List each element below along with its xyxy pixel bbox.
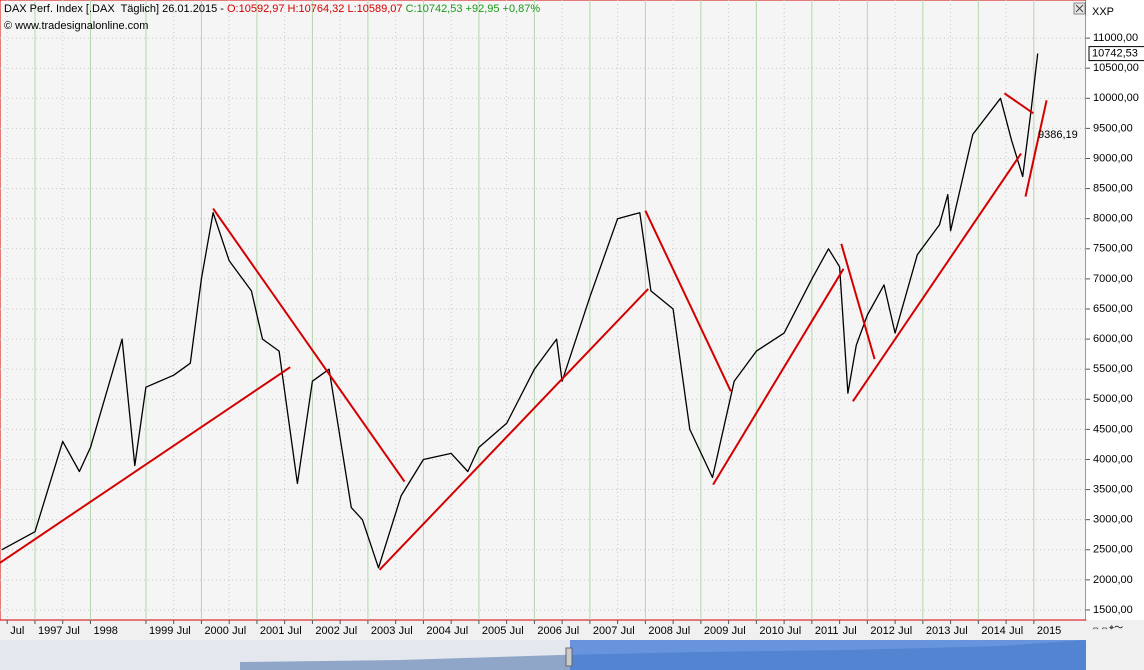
x-tick-label: 2007 — [593, 625, 617, 637]
x-tick-label: Jul — [898, 625, 912, 637]
y-tick-label: 4500,00 — [1093, 423, 1133, 435]
x-tick-label: Jul — [10, 625, 24, 637]
x-tick-label: 2011 — [815, 625, 839, 637]
y-tick-label: 11000,00 — [1093, 32, 1138, 44]
source: © www.tradesignalonline.com — [4, 20, 149, 32]
x-tick-label: Jul — [732, 625, 746, 637]
header: DAX Perf. Index [.DAX Täglich] 26.01.201… — [4, 3, 540, 15]
x-tick-label: Jul — [843, 625, 857, 637]
x-tick-label: 2005 — [482, 625, 506, 637]
x-tick-label: 1999 — [149, 625, 173, 637]
x-tick-label: Jul — [288, 625, 302, 637]
x-tick-label: 2002 — [315, 625, 339, 637]
x-tick-label: Jul — [565, 625, 579, 637]
x-tick-label: Jul — [676, 625, 690, 637]
y-tick-label: 3500,00 — [1093, 483, 1133, 495]
trendline — [212, 208, 406, 483]
y-tick-label: 10000,00 — [1093, 92, 1139, 104]
y-tick-label: 9000,00 — [1093, 152, 1133, 164]
y-tick-label: 7500,00 — [1093, 243, 1133, 255]
x-tick-label: 2015 — [1037, 625, 1061, 637]
x-tick-label: Jul — [1009, 625, 1023, 637]
y-tick-label: 5500,00 — [1093, 363, 1133, 375]
y-tick-label: 6500,00 — [1093, 303, 1133, 315]
x-tick-label: 1998 — [93, 625, 117, 637]
x-tick-label: 2000 — [204, 625, 228, 637]
x-tick-label: Jul — [66, 625, 80, 637]
last-price-label: 10742,53 — [1092, 48, 1138, 60]
y-tick-label: 8500,00 — [1093, 182, 1133, 194]
y-tick-label: 2500,00 — [1093, 544, 1133, 556]
x-tick-label: Jul — [454, 625, 468, 637]
annotation: 9386,19 — [1038, 129, 1078, 141]
change: C:10742,53 +92,95 +0,87% — [405, 3, 541, 15]
x-tick-label: 2010 — [759, 625, 783, 637]
title: DAX Perf. Index [.DAX Täglich] 26.01.201… — [4, 3, 224, 15]
y-tick-label: 9500,00 — [1093, 122, 1133, 134]
x-tick-label: 2008 — [648, 625, 672, 637]
x-tick-label: 1997 — [38, 625, 62, 637]
axis-area — [1086, 0, 1144, 620]
x-tick-label: Jul — [510, 625, 524, 637]
last-price-box — [1088, 46, 1144, 62]
x-tick-label: Jul — [954, 625, 968, 637]
y-tick-label: 6000,00 — [1093, 333, 1133, 345]
navigator-window[interactable] — [570, 640, 1086, 670]
x-tick-label: Jul — [232, 625, 246, 637]
x-tick-label: 2013 — [926, 625, 950, 637]
navigator-handle[interactable] — [565, 647, 573, 667]
x-tick-label: Jul — [399, 625, 413, 637]
y-tick-label: 10500,00 — [1093, 62, 1139, 74]
trendline — [840, 243, 876, 360]
x-tick-label: Jul — [787, 625, 801, 637]
x-tick-label: 2014 — [981, 625, 1005, 637]
price-line — [1, 53, 1039, 569]
y-tick-label: 4000,00 — [1093, 453, 1133, 465]
y-tick-label: 3000,00 — [1093, 514, 1133, 526]
x-tick-label: 2009 — [704, 625, 728, 637]
trendline — [0, 366, 291, 564]
y-tick-label: 7000,00 — [1093, 273, 1133, 285]
y-tick-label: 5000,00 — [1093, 393, 1133, 405]
scroll-icons[interactable]: ⇔⇔⌖〜 — [1091, 622, 1123, 632]
ohlc: O:10592,97 H:10764,32 L:10589,07 — [226, 3, 403, 15]
plot-area — [0, 0, 1087, 621]
x-tick-label: Jul — [343, 625, 357, 637]
trendline — [712, 268, 845, 486]
close-icon — [1075, 4, 1084, 13]
x-tick-label: 2006 — [537, 625, 561, 637]
trendline — [1003, 92, 1034, 115]
axis-label: XXP — [1092, 6, 1114, 18]
trendline — [644, 210, 732, 392]
y-tick-label: 8000,00 — [1093, 213, 1133, 225]
x-tick-label: Jul — [177, 625, 191, 637]
x-tick-label: 2004 — [426, 625, 450, 637]
trendline — [378, 288, 649, 571]
x-tick-label: 2001 — [260, 625, 284, 637]
y-tick-label: 2000,00 — [1093, 574, 1133, 586]
x-tick-label: 2012 — [870, 625, 894, 637]
x-tick-label: 2003 — [371, 625, 395, 637]
trendline — [1024, 100, 1048, 197]
trendline — [852, 152, 1022, 402]
y-tick-label: 1500,00 — [1093, 604, 1133, 616]
x-axis-area — [0, 621, 1144, 638]
x-tick-label: Jul — [621, 625, 635, 637]
